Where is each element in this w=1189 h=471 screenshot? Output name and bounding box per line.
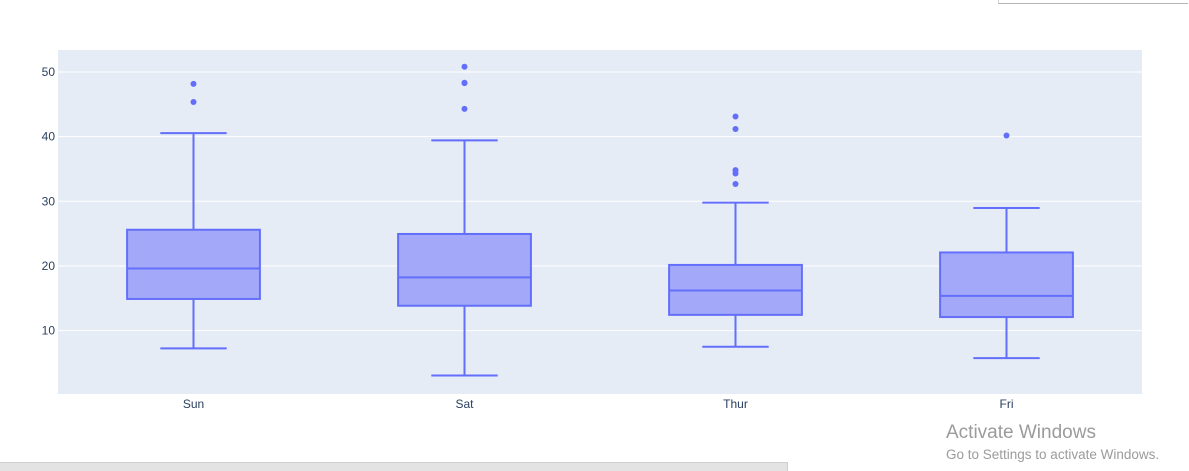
x-tick-label-fri: Fri [1000, 397, 1014, 411]
x-tick-label-thur: Thur [723, 397, 748, 411]
iqr-box-fri [939, 251, 1074, 319]
x-axis-ticks: Sun Sat Thur Fri [183, 397, 1014, 411]
x-tick-label-sat: Sat [455, 397, 474, 411]
box-sat [397, 63, 532, 377]
y-tick-label-50: 50 [42, 65, 56, 79]
outlier-point-thur-3 [732, 125, 739, 132]
box-series [126, 63, 1074, 377]
outlier-point-thur-4 [732, 113, 739, 120]
outlier-point-thur-0 [732, 180, 739, 187]
box-sun [126, 80, 261, 350]
outlier-point-thur-2 [732, 167, 739, 174]
outlier-point-sun-0 [190, 99, 197, 106]
outlier-point-sat-2 [461, 79, 468, 86]
y-tick-label-20: 20 [42, 259, 56, 273]
outlier-point-sat-0 [461, 105, 468, 112]
window-edge-bar [998, 0, 1188, 4]
outlier-point-sun-1 [190, 80, 197, 87]
iqr-box-sat [397, 232, 532, 307]
x-tick-label-sun: Sun [183, 397, 204, 411]
outlier-point-fri-0 [1003, 132, 1010, 139]
box-fri [939, 132, 1074, 360]
plot-background [58, 50, 1142, 394]
iqr-box-sun [126, 228, 261, 300]
y-tick-label-40: 40 [42, 130, 56, 144]
box-thur [668, 113, 803, 348]
y-tick-label-30: 30 [42, 194, 56, 208]
horizontal-scrollbar[interactable] [0, 462, 788, 471]
outlier-point-sat-3 [461, 63, 468, 70]
y-axis-ticks: 10 20 30 40 50 [42, 65, 56, 338]
y-tick-label-10: 10 [42, 324, 56, 338]
